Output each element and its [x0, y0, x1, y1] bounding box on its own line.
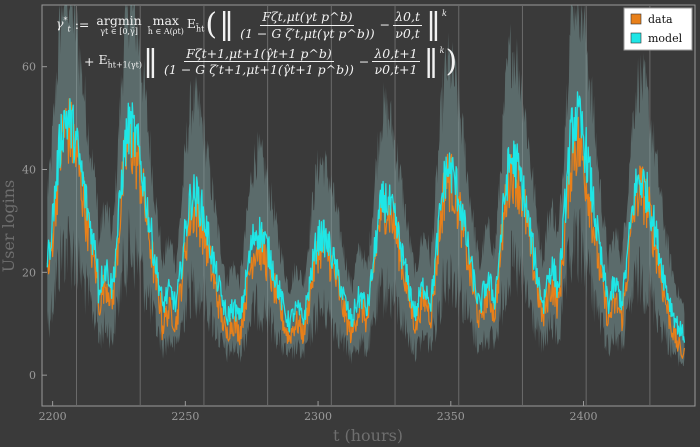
eq-lhs: γ*t [56, 15, 71, 34]
eq-norm-close-2: ‖ [423, 43, 439, 79]
x-tick-label: 2200 [39, 410, 67, 423]
eq-minus: − [379, 17, 391, 33]
y-tick-label: 20 [22, 266, 36, 279]
legend-label-data: data [648, 13, 673, 26]
legend-label-model: model [648, 32, 683, 45]
eq-paren-open: ( [205, 7, 218, 43]
eq-assign: := [74, 17, 90, 33]
eq-expectation-2: Eh̄t+1(γt) [98, 52, 143, 70]
eq-max: max h̄ ∈ A(ρt) [147, 12, 184, 36]
eq-norm-open-2: ‖ [143, 43, 159, 79]
plot-frame [41, 4, 696, 407]
eq-power-2: k [439, 45, 445, 55]
x-axis-label: t (hours) [333, 426, 403, 445]
legend-swatch-data [630, 13, 642, 25]
y-axis-label: User logins [0, 180, 18, 273]
eq-expectation: Eh̄t [186, 15, 205, 34]
eq-norm-close: ‖ [425, 7, 441, 43]
equation-annotation: γ*t := argmin γt ∈ [0,γ̄] max h̄ ∈ A(ρt) E… [56, 7, 458, 79]
legend: data model [623, 7, 693, 51]
y-tick-label: 60 [22, 61, 36, 74]
x-tick-label: 2250 [171, 410, 199, 423]
eq-minus-2: − [358, 53, 370, 69]
series-line-model [46, 91, 686, 343]
axis-ticks: 2200 2250 2300 2350 2400 0 20 40 60 [22, 61, 598, 423]
y-tick-label: 0 [29, 369, 36, 382]
model-band-area [47, 5, 685, 367]
model-confidence-band [47, 5, 685, 367]
eq-plus: + [84, 53, 95, 69]
eq-argmin: argmin γt ∈ [0,γ̄] [96, 12, 142, 36]
eq-paren-close: ) [445, 43, 458, 79]
equation-line-2: + Eh̄t+1(γt) ‖ Fζt+1,μt+1(γ̂t+1 p^b) (1 −… [84, 43, 458, 79]
eq-frac-4: λ0,t+1 ν0,t+1 [372, 45, 420, 78]
eq-frac-1: Fζt,μt(γt p^b) (1 − G ζ′t,μt(γt p^b)) [240, 9, 375, 41]
eq-frac-3: Fζt+1,μt+1(γ̂t+1 p^b) (1 − G ζ′t+1,μt+1(γ… [164, 45, 354, 78]
eq-frac-2: λ0,t ν0,t [393, 9, 422, 41]
x-tick-label: 2400 [570, 410, 598, 423]
series-line-data [46, 98, 685, 359]
x-tick-label: 2300 [304, 410, 332, 423]
equation-line-1: γ*t := argmin γt ∈ [0,γ̄] max h̄ ∈ A(ρt) E… [56, 7, 458, 43]
eq-norm-open: ‖ [219, 7, 235, 43]
y-tick-label: 40 [22, 164, 36, 177]
legend-swatch-model [630, 32, 642, 44]
x-tick-label: 2350 [437, 410, 465, 423]
eq-power: k [441, 9, 447, 18]
series-lines [46, 91, 686, 359]
